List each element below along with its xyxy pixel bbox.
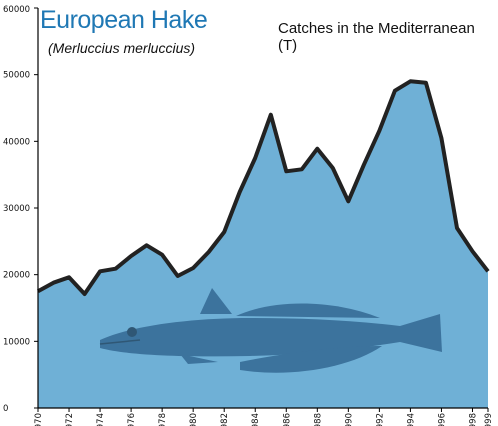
y-tick-label: 40000 [3,137,30,147]
chart-title: European Hake [40,6,208,34]
line-layer [37,79,490,296]
x-tick-label: 1982 [220,413,230,426]
x-tick-label: 1988 [313,413,323,426]
y-tick-label: 0 [3,404,8,414]
x-tick-label: 1980 [189,413,199,426]
axes-layer: 0 10000 20000 30000 40000 50000 60000 1970 1972 1… [3,5,494,426]
chart-subtitle: (Merluccius merluccius) [48,40,196,56]
x-tick-label: 1984 [251,413,261,426]
chart-caption: Catches in the Mediterranean (T) [278,20,475,54]
x-tick-label: 1986 [282,413,292,426]
y-tick-label: 50000 [3,71,30,81]
x-tick-label: 1998 [468,413,478,426]
y-tick-label: 60000 [3,5,30,15]
x-tick-label: 1996 [437,413,447,426]
x-tick-label: 1990 [344,413,354,426]
y-tick-label: 10000 [3,337,30,347]
x-tick-label: 1976 [127,413,137,426]
x-tick-label: 1972 [65,413,75,426]
x-tick-label: 1999 [484,413,494,426]
x-tick-label: 1994 [406,413,416,426]
y-tick-label: 30000 [3,204,30,214]
fish-icon [99,288,442,373]
x-tick-label: 1974 [96,413,106,426]
x-tick-label: 1978 [158,413,168,426]
series-line [37,79,490,296]
x-tick-label: 1992 [375,413,385,426]
x-tick-label: 1970 [34,413,44,426]
y-tick-label: 20000 [3,271,30,281]
